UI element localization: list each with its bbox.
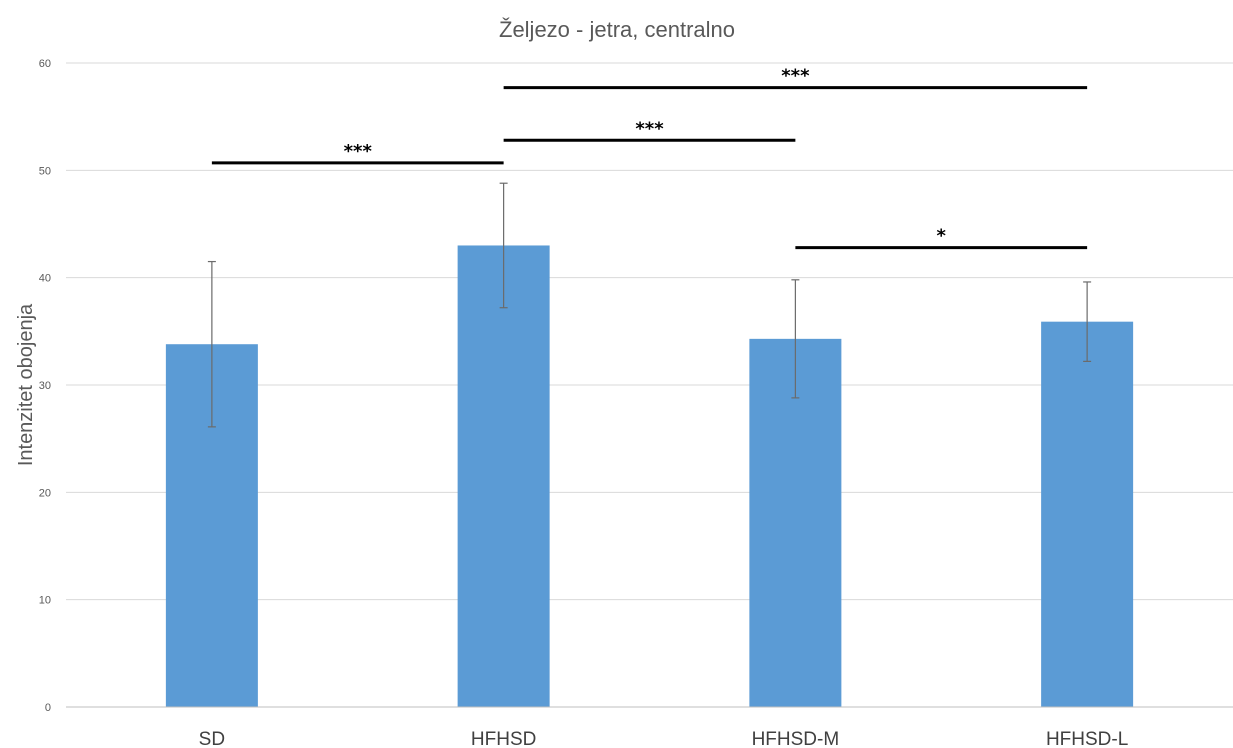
axis-layer: 0 10 20 30 40 50 60 SD HFHSD HFHSD-M HFHSD-L [39, 58, 1233, 748]
significance-label: *** [635, 118, 664, 139]
x-tick-label: HFHSD-L [1046, 729, 1128, 748]
y-tick-label: 10 [39, 595, 51, 607]
bars-layer [165, 245, 1134, 707]
chart-title: Željezo - jetra, centralno [499, 17, 735, 42]
significance-label: *** [781, 66, 810, 87]
y-tick-label: 0 [45, 702, 51, 714]
y-tick-label: 40 [39, 273, 51, 285]
x-tick-label: SD [199, 729, 225, 748]
y-tick-label: 50 [39, 165, 51, 177]
bar-hfhsd [457, 245, 550, 707]
x-tick-label: HFHSD [471, 729, 536, 748]
error-bars-layer [207, 182, 1092, 428]
bar-hfhsd-l [1041, 321, 1134, 707]
y-tick-label: 20 [39, 487, 51, 499]
x-tick-label: HFHSD-M [752, 729, 840, 748]
y-axis-label: Intenzitet obojenja [15, 303, 37, 466]
significance-label: * [937, 226, 947, 247]
y-tick-label: 60 [39, 58, 51, 70]
bar-hfhsd-m [749, 338, 842, 707]
y-tick-label: 30 [39, 380, 51, 392]
significance-label: *** [344, 141, 373, 162]
significance-layer: ********** [211, 66, 1088, 250]
